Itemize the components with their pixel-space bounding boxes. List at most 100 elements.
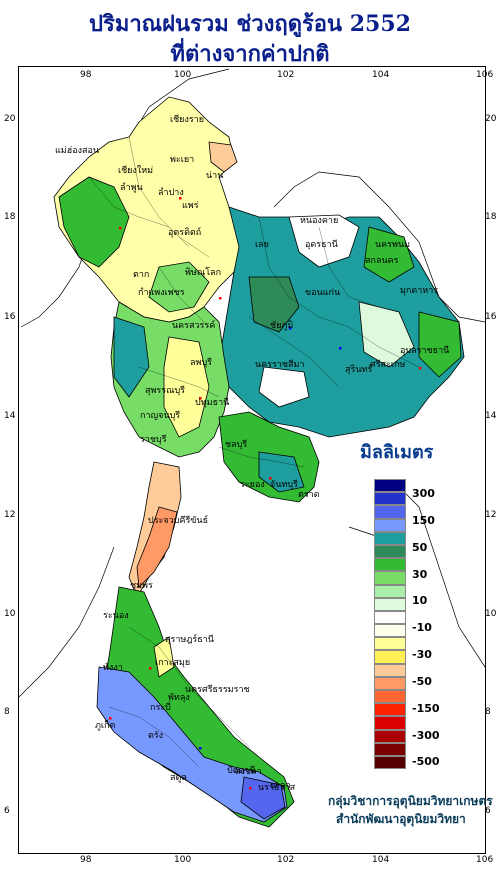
place-label: สุรินทร์ [345,365,373,375]
right-lat-label-0: 20 [485,114,497,124]
top-lon-label-3: 104 [372,70,390,80]
bottom-lon-label-0: 98 [80,855,92,865]
place-label: ลพบุรี [190,358,212,368]
right-lat-label-7: 6 [485,806,491,816]
place-label: ชัยภูมิ [270,321,294,331]
place-label: พัทลุง [168,693,190,703]
right-lat-label-4: 12 [485,510,497,520]
legend-swatch [374,610,406,625]
left-lat-label-1: 18 [4,212,16,222]
legend-value-label: -150 [412,702,440,715]
place-label: ภูเก็ต [95,721,116,731]
place-label: ตราด [298,490,320,500]
place-label: แพร่ [182,201,199,211]
place-label: แม่ฮ่องสอน [55,146,100,156]
place-label: พิษณุโลก [185,268,222,278]
legend-value-label: 300 [412,487,435,500]
place-label: ประจวบคีรีขันธ์ [148,516,209,526]
place-label: จันทบุรี [270,480,298,490]
place-label: ปทุมธานี [195,398,230,408]
place-label: พังงา [103,663,123,673]
place-label: เชียงราย [170,115,205,125]
bottom-lon-label-4: 106 [476,855,494,865]
legend-swatch [374,597,406,611]
legend-swatch [374,584,406,598]
left-lat-label-5: 10 [4,609,16,619]
place-label: ลำปาง [158,188,184,198]
legend-value-label: 30 [412,568,428,581]
left-lat-label-4: 12 [4,510,16,520]
legend-swatch [374,729,406,743]
bottom-lon-label-2: 102 [277,855,295,865]
place-label: ศรีสะเกษ [370,360,406,370]
right-lat-label-6: 8 [485,707,491,717]
credit-line-1: กลุ่มวิชาการอุตุนิยมวิทยาเกษตร [328,794,493,808]
place-label: อุบลราชธานี [400,346,450,356]
legend-title: มิลลิเมตร [360,442,434,463]
place-label: สุราษฎร์ธานี [165,635,214,645]
legend-value-label: -30 [412,648,432,661]
province-lines [88,136,420,768]
place-label: นครสวรรค์ [172,321,216,331]
legend-swatch [374,690,406,704]
place-label: ระนอง [103,611,129,621]
place-label: ลำพูน [120,183,143,193]
bottom-lon-label-1: 100 [174,855,192,865]
map-title: ปริมาณฝนรวม ช่วงฤดูร้อน 2552 [89,11,411,37]
legend-swatch [374,663,406,677]
place-label: ระยอง [240,480,265,490]
place-label: สกลนคร [365,256,399,266]
place-label: พะเยา [170,155,195,165]
legend-swatch [374,479,406,493]
place-label: กาญจนบุรี [140,411,181,421]
place-label: หนองคาย [300,216,339,226]
legend-swatch [374,716,406,730]
place-label: ชลบุรี [225,440,248,450]
place-label: กำแพงเพชร [138,288,185,298]
place-label: อุตรดิตถ์ [168,228,202,238]
legend-value-label: -300 [412,729,440,742]
legend-swatch [374,544,406,559]
top-lon-label-2: 102 [277,70,295,80]
place-label: เกาะสมุย [155,658,191,668]
top-lon-label-4: 106 [476,70,494,80]
legend-swatch [374,531,406,545]
thailand-region [53,96,465,828]
place-label: นครราชสีมา [255,360,305,370]
legend-swatch [374,742,406,756]
place-label: ชุมพร [130,581,153,591]
map-subtitle: ที่ต่างจากค่าปกติ [170,41,330,67]
left-lat-label-6: 8 [4,707,10,717]
place-label: นครพนม [375,240,411,250]
left-lat-label-0: 20 [4,114,16,124]
legend-value-label: -50 [412,675,432,688]
top-lon-label-0: 98 [80,70,92,80]
legend-swatch [374,676,406,690]
place-label: สตูล [170,773,187,783]
legend-swatch [374,650,406,664]
legend-swatch [374,492,406,506]
left-lat-label-2: 16 [4,312,16,322]
place-label: นราธิวาส [258,783,296,793]
legend-value-label: 10 [412,594,428,607]
place-label: อุดรธานี [305,240,338,250]
legend-swatch [374,518,406,532]
left-lat-label-7: 6 [4,806,10,816]
legend-swatch [374,637,406,651]
color-legend [374,479,406,770]
place-label: ตรัง [148,731,164,741]
place-label: เชียงใหม่ [118,166,154,176]
top-lon-label-1: 100 [174,70,192,80]
bottom-lon-label-3: 104 [372,855,390,865]
place-label: ปัตตานี [227,766,256,776]
legend-swatch [374,571,406,585]
place-label: ขอนแก่น [305,288,341,298]
map-frame [18,66,486,854]
legend-swatch [374,558,406,572]
legend-swatch [374,755,406,770]
legend-value-label: 50 [412,541,428,554]
rainfall-map [19,68,485,828]
legend-value-label: -10 [412,621,432,634]
legend-swatch [374,703,406,717]
right-lat-label-3: 14 [485,411,497,421]
